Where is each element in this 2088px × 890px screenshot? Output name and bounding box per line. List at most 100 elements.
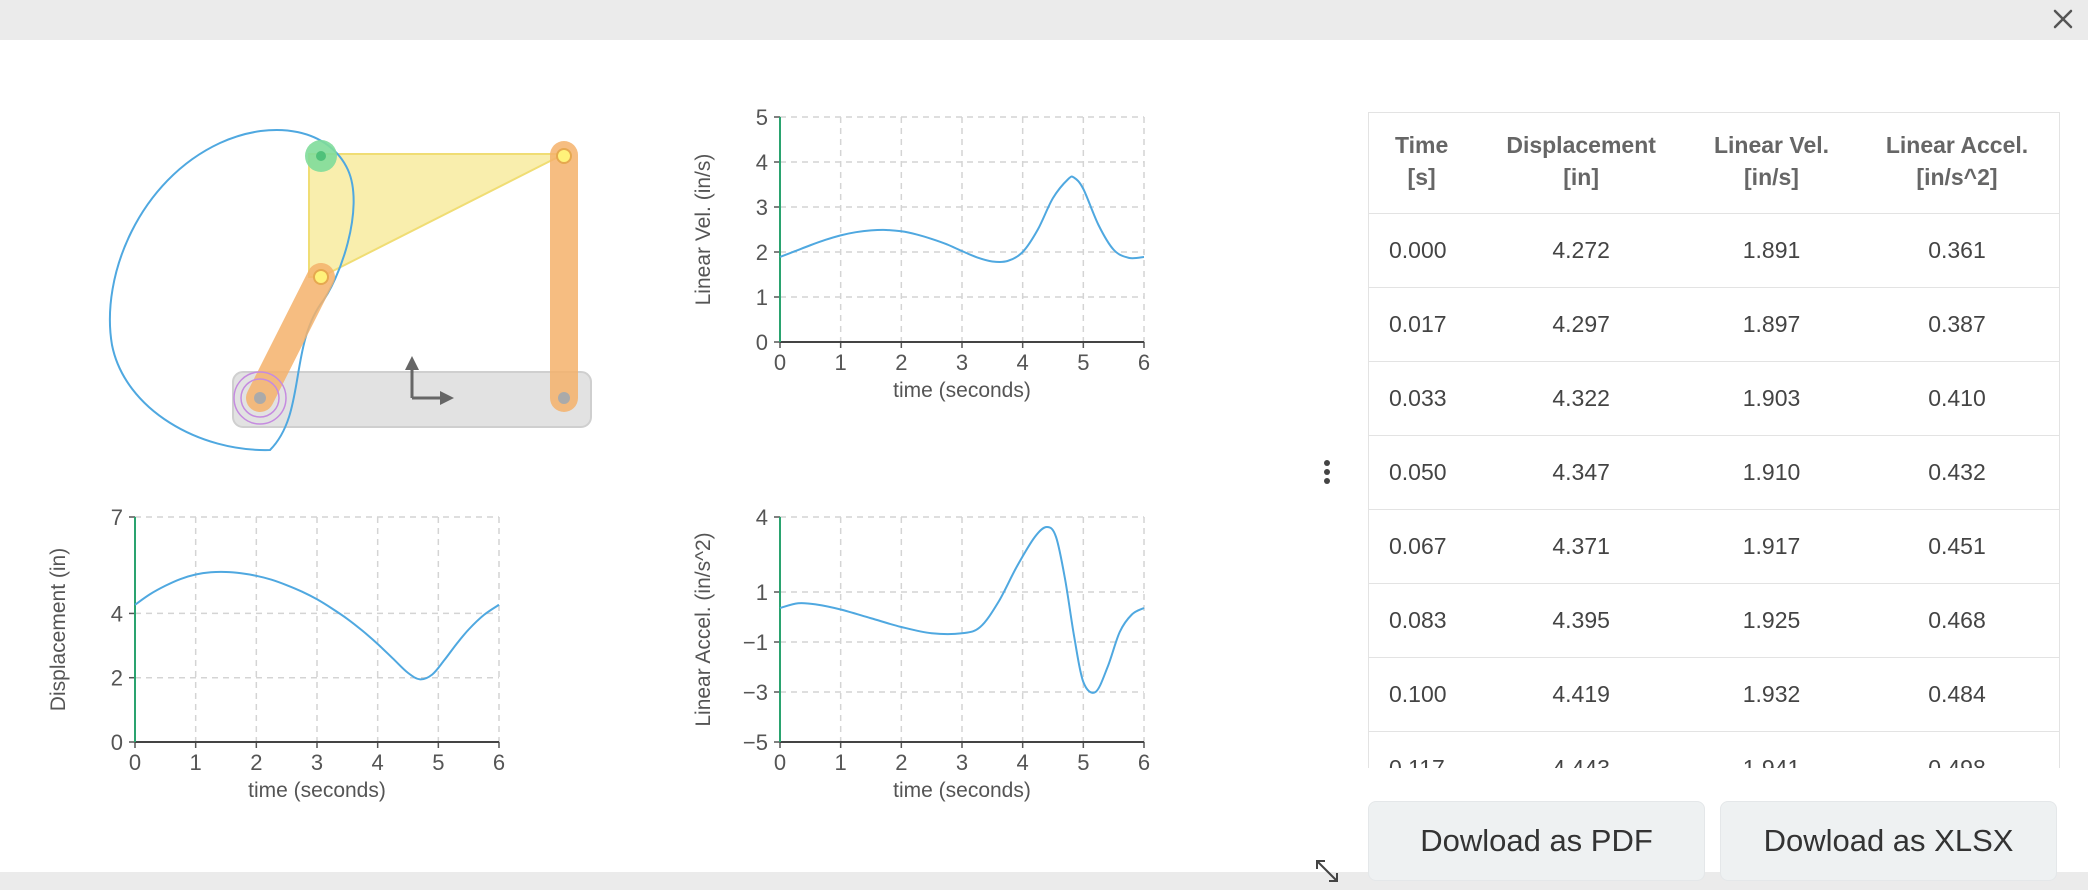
close-icon[interactable] bbox=[2048, 4, 2078, 34]
x-tick-label: 4 bbox=[1017, 750, 1029, 775]
series-line[interactable] bbox=[134, 570, 500, 681]
y-tick-label: −5 bbox=[743, 730, 768, 755]
joint-coupler-rocker[interactable] bbox=[556, 148, 572, 164]
cell-displacement: 4.371 bbox=[1474, 509, 1689, 584]
tracer-point-center bbox=[316, 151, 326, 161]
x-tick-label: 6 bbox=[493, 750, 505, 775]
x-tick-label: 1 bbox=[835, 750, 847, 775]
vertical-ellipsis-icon[interactable] bbox=[1317, 458, 1337, 488]
ground-pivot-right bbox=[558, 392, 570, 404]
x-tick-label: 3 bbox=[311, 750, 323, 775]
input-joint-ring[interactable] bbox=[233, 371, 287, 425]
cell-linear-vel: 1.910 bbox=[1688, 435, 1855, 510]
table-row[interactable]: 0.117 4.443 1.941 0.498 bbox=[1369, 731, 2059, 768]
x-tick-label: 0 bbox=[129, 750, 141, 775]
download-pdf-button[interactable]: Dowload as PDF bbox=[1368, 801, 1705, 881]
series-line[interactable] bbox=[779, 175, 1145, 264]
y-tick-label: 1 bbox=[756, 285, 768, 310]
joint-crank-coupler[interactable] bbox=[313, 269, 329, 285]
table-row[interactable]: 0.000 4.272 1.891 0.361 bbox=[1369, 213, 2059, 288]
series-line[interactable] bbox=[779, 525, 1145, 694]
table-row[interactable]: 0.017 4.297 1.897 0.387 bbox=[1369, 287, 2059, 362]
analysis-panel: 0 1 2 3 4 5 6 0 1 2 3 4 5 time (seconds) Linear Vel. (… bbox=[0, 40, 2088, 882]
x-tick-label: 0 bbox=[774, 350, 786, 375]
col-header-linear-vel[interactable]: Linear Vel. [in/s] bbox=[1688, 113, 1855, 214]
cell-linear-vel: 1.897 bbox=[1688, 287, 1855, 362]
table-row[interactable]: 0.100 4.419 1.932 0.484 bbox=[1369, 657, 2059, 732]
x-tick-label: 5 bbox=[1077, 750, 1089, 775]
y-tick-label: 2 bbox=[111, 666, 123, 691]
crank-link[interactable] bbox=[246, 263, 335, 412]
cell-linear-accel: 0.432 bbox=[1854, 435, 2059, 510]
col-header-linear-accel[interactable]: Linear Accel. [in/s^2] bbox=[1854, 113, 2059, 214]
resize-diagonal-icon[interactable] bbox=[1312, 856, 1342, 886]
cell-displacement: 4.272 bbox=[1474, 213, 1689, 288]
y-tick-label: 4 bbox=[111, 601, 123, 626]
cell-linear-vel: 1.903 bbox=[1688, 361, 1855, 436]
cell-time: 0.100 bbox=[1369, 657, 1475, 732]
x-tick-label: 2 bbox=[895, 350, 907, 375]
cell-displacement: 4.443 bbox=[1474, 731, 1689, 768]
x-tick-label: 4 bbox=[1017, 350, 1029, 375]
cell-linear-accel: 0.484 bbox=[1854, 657, 2059, 732]
x-tick-label: 2 bbox=[895, 750, 907, 775]
y-tick-label: 0 bbox=[111, 730, 123, 755]
y-tick-label: 1 bbox=[756, 580, 768, 605]
cell-linear-accel: 0.410 bbox=[1854, 361, 2059, 436]
y-tick-label: 3 bbox=[756, 195, 768, 220]
displacement-chart: 0 1 2 3 4 5 6 0 2 4 7 time (seconds) Displacement (i… bbox=[47, 505, 505, 802]
y-tick-label: −3 bbox=[743, 680, 768, 705]
cell-displacement: 4.395 bbox=[1474, 583, 1689, 658]
y-axis-label: Linear Accel. (in/s^2) bbox=[692, 532, 715, 726]
linkage-diagram bbox=[108, 129, 592, 452]
y-tick-label: 5 bbox=[756, 105, 768, 130]
y-tick-label: 7 bbox=[111, 505, 123, 530]
cell-time: 0.000 bbox=[1369, 213, 1475, 288]
col-header-displacement[interactable]: Displacement [in] bbox=[1474, 113, 1689, 214]
input-joint-ring-inner bbox=[240, 378, 280, 418]
table-row[interactable]: 0.083 4.395 1.925 0.468 bbox=[1369, 583, 2059, 658]
cell-linear-vel: 1.917 bbox=[1688, 509, 1855, 584]
x-axis-label: time (seconds) bbox=[893, 779, 1031, 802]
modal-title-bar bbox=[0, 0, 2088, 40]
coupler-triangle[interactable] bbox=[308, 153, 565, 278]
x-tick-label: 5 bbox=[432, 750, 444, 775]
x-tick-label: 0 bbox=[774, 750, 786, 775]
x-axis-label: time (seconds) bbox=[893, 379, 1031, 402]
coordinate-axes-icon bbox=[405, 356, 454, 405]
x-tick-label: 3 bbox=[956, 750, 968, 775]
x-axis-label: time (seconds) bbox=[248, 779, 386, 802]
velocity-chart: 0 1 2 3 4 5 6 0 1 2 3 4 5 time (seconds) Linear Vel. (… bbox=[692, 105, 1150, 402]
x-tick-label: 1 bbox=[190, 750, 202, 775]
x-tick-label: 6 bbox=[1138, 750, 1150, 775]
cell-time: 0.083 bbox=[1369, 583, 1475, 658]
results-table[interactable]: Time [s] Displacement [in] Linear Vel. [in/… bbox=[1368, 112, 2060, 768]
cell-displacement: 4.297 bbox=[1474, 287, 1689, 362]
y-tick-label: 4 bbox=[756, 505, 768, 530]
y-tick-label: −1 bbox=[743, 630, 768, 655]
ground-pivot-left bbox=[254, 392, 266, 404]
table-row[interactable]: 0.067 4.371 1.917 0.451 bbox=[1369, 509, 2059, 584]
table-body: 0.000 4.272 1.891 0.361 0.017 4.297 1.897 0.387… bbox=[1369, 213, 2059, 768]
cell-linear-vel: 1.925 bbox=[1688, 583, 1855, 658]
x-tick-label: 1 bbox=[835, 350, 847, 375]
x-tick-label: 6 bbox=[1138, 350, 1150, 375]
download-xlsx-button[interactable]: Dowload as XLSX bbox=[1720, 801, 2057, 881]
cell-time: 0.117 bbox=[1369, 731, 1475, 768]
cell-linear-accel: 0.498 bbox=[1854, 731, 2059, 768]
x-tick-label: 5 bbox=[1077, 350, 1089, 375]
cell-time: 0.067 bbox=[1369, 509, 1475, 584]
cell-linear-accel: 0.451 bbox=[1854, 509, 2059, 584]
table-row[interactable]: 0.050 4.347 1.910 0.432 bbox=[1369, 435, 2059, 510]
y-axis-label: Displacement (in) bbox=[47, 548, 70, 711]
cell-time: 0.050 bbox=[1369, 435, 1475, 510]
col-header-time[interactable]: Time [s] bbox=[1369, 113, 1475, 214]
cell-time: 0.033 bbox=[1369, 361, 1475, 436]
cell-linear-accel: 0.468 bbox=[1854, 583, 2059, 658]
cell-linear-accel: 0.361 bbox=[1854, 213, 2059, 288]
acceleration-chart: 0 1 2 3 4 5 6 −5 −3 −1 1 4 time (seconds) Linear Acce… bbox=[692, 505, 1150, 802]
x-tick-label: 3 bbox=[956, 350, 968, 375]
cell-linear-vel: 1.932 bbox=[1688, 657, 1855, 732]
table-row[interactable]: 0.033 4.322 1.903 0.410 bbox=[1369, 361, 2059, 436]
cell-linear-vel: 1.941 bbox=[1688, 731, 1855, 768]
